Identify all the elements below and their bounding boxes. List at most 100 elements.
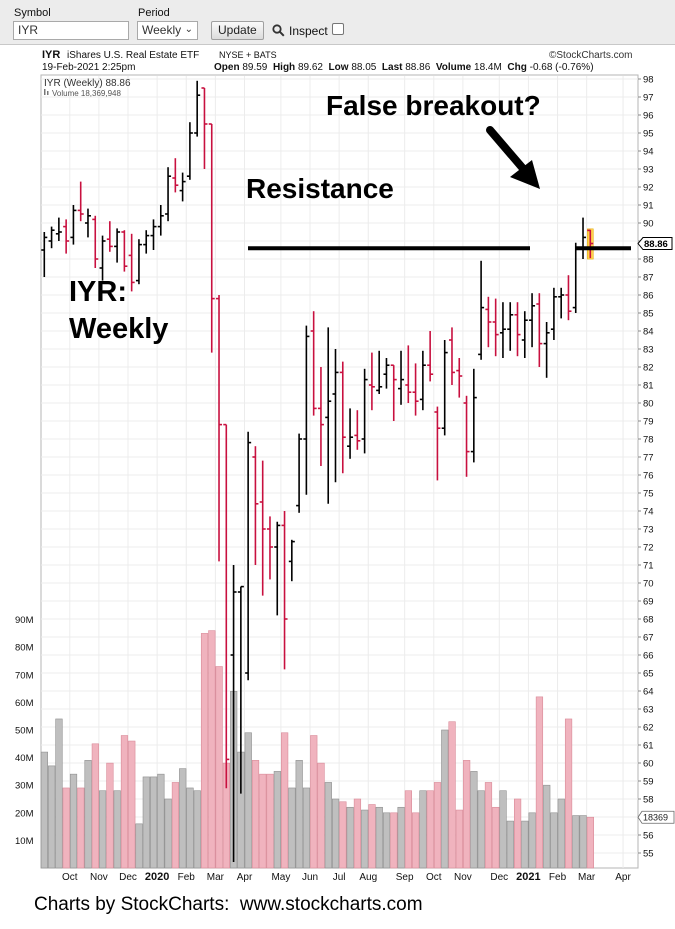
month-label: Nov <box>454 872 472 883</box>
inspect-checkbox[interactable] <box>332 23 344 35</box>
footer-credit: Charts by StockCharts: www.stockcharts.c… <box>34 894 423 915</box>
volume-bar <box>157 773 165 869</box>
price-tick-label: 66 <box>643 651 654 662</box>
low-value: 88.05 <box>351 62 377 73</box>
price-tick-label: 81 <box>643 381 654 392</box>
price-tick-label: 60 <box>643 759 654 770</box>
period-select-value: Weekly <box>142 23 182 37</box>
volume-bar <box>572 815 580 869</box>
price-tick-label: 79 <box>643 417 654 428</box>
inspect-label: Inspect <box>289 24 328 38</box>
volume-bar <box>368 804 376 869</box>
volume-bar <box>55 718 63 869</box>
volume-bar <box>433 782 442 869</box>
price-tick-label: 97 <box>643 93 654 104</box>
volume-bar <box>113 790 121 869</box>
volume-tick-label: 70M <box>15 670 34 681</box>
volume-legend-icon <box>44 89 46 95</box>
volume-bar <box>99 790 107 869</box>
price-tick-label: 68 <box>643 615 654 626</box>
volume-legend-icon-b <box>47 91 49 95</box>
price-tick-label: 86 <box>643 291 654 302</box>
volume-bar <box>528 812 536 869</box>
volume-bar <box>353 798 362 869</box>
price-tick-label: 96 <box>643 111 654 122</box>
volume-bar <box>135 823 143 869</box>
last-value: 88.86 <box>405 62 431 73</box>
volume-bar <box>412 812 420 869</box>
month-label: Nov <box>90 872 108 883</box>
volume-bar <box>302 787 311 869</box>
month-label: Oct <box>62 872 78 883</box>
price-tick-label: 67 <box>643 633 654 644</box>
annotation-resistance: Resistance <box>246 173 394 204</box>
month-label: Jul <box>333 872 346 883</box>
volume-bar <box>339 801 347 869</box>
price-tick-label: 59 <box>643 777 654 788</box>
price-tick-label: 78 <box>643 435 654 446</box>
price-tick-label: 83 <box>643 345 654 356</box>
volume-tick-label: 30M <box>15 781 34 792</box>
volume-bar <box>470 771 478 869</box>
volume-bar <box>142 776 150 869</box>
volume-bar <box>266 773 274 869</box>
volume-bar <box>550 812 558 869</box>
volume-bar <box>106 762 114 869</box>
price-tick-label: 94 <box>643 147 654 158</box>
header-copyright: ©StockCharts.com <box>549 50 633 61</box>
chg-value: -0.68 (-0.76%) <box>529 62 594 73</box>
last-price-badge <box>637 237 673 251</box>
price-tick-label: 75 <box>643 489 654 500</box>
period-select[interactable]: Weekly ⌄ <box>137 21 198 40</box>
price-tick-label: 61 <box>643 741 654 752</box>
volume-bar <box>171 782 180 869</box>
volume-bar <box>382 812 391 869</box>
update-button[interactable]: Update <box>211 21 264 40</box>
price-tick-label: 64 <box>643 687 654 698</box>
annotation-false-breakout: False breakout? <box>326 90 541 121</box>
price-tick-label: 73 <box>643 525 654 536</box>
volume-bar <box>186 787 194 869</box>
annotation-name-line1: IYR: <box>69 276 127 308</box>
chevron-down-icon: ⌄ <box>184 24 193 35</box>
open-value: 89.59 <box>242 62 268 73</box>
price-tick-label: 85 <box>643 309 654 320</box>
volume-bar <box>215 666 223 869</box>
volume-bar <box>346 806 354 869</box>
volume-bar <box>455 809 463 869</box>
month-label: Apr <box>615 872 631 883</box>
volume-bar <box>273 771 281 869</box>
price-tick-label: 90 <box>643 219 654 230</box>
volume-bar <box>499 790 507 869</box>
volume-bar <box>361 809 369 869</box>
volume-bar <box>128 740 136 869</box>
volume-bar <box>288 787 296 869</box>
annotation-name-line2: Weekly <box>69 313 168 345</box>
volume-bar <box>281 732 289 869</box>
last-volume-badge <box>637 810 675 824</box>
price-tick-label: 72 <box>643 543 654 554</box>
chart-header: IYR iShares U.S. Real Estate ETF NYSE + … <box>0 45 675 75</box>
volume-tick-label: 60M <box>15 698 34 709</box>
header-exchange: NYSE + BATS <box>219 50 277 60</box>
month-label: Dec <box>490 872 508 883</box>
toolbar: Symbol IYR Period Weekly ⌄ Update Inspec… <box>0 0 675 45</box>
symbol-label: Symbol <box>14 7 51 19</box>
search-icon <box>272 24 285 37</box>
month-label: Aug <box>359 872 377 883</box>
volume-tick-label: 90M <box>15 615 34 626</box>
price-tick-label: 98 <box>643 75 654 86</box>
symbol-input[interactable]: IYR <box>13 21 129 40</box>
volume-bar <box>295 760 303 869</box>
price-tick-label: 87 <box>643 273 654 284</box>
price-tick-label: 63 <box>643 705 654 716</box>
volume-bar <box>62 787 70 869</box>
chg-label: Chg <box>507 62 527 73</box>
price-tick-label: 62 <box>643 723 654 734</box>
volume-bar <box>40 751 48 869</box>
volume-bar <box>441 729 449 869</box>
volume-value: 18.4M <box>474 62 502 73</box>
volume-bar <box>463 760 471 869</box>
legend-volume: Volume 18,369,948 <box>52 89 121 98</box>
month-label: 2021 <box>516 871 540 883</box>
